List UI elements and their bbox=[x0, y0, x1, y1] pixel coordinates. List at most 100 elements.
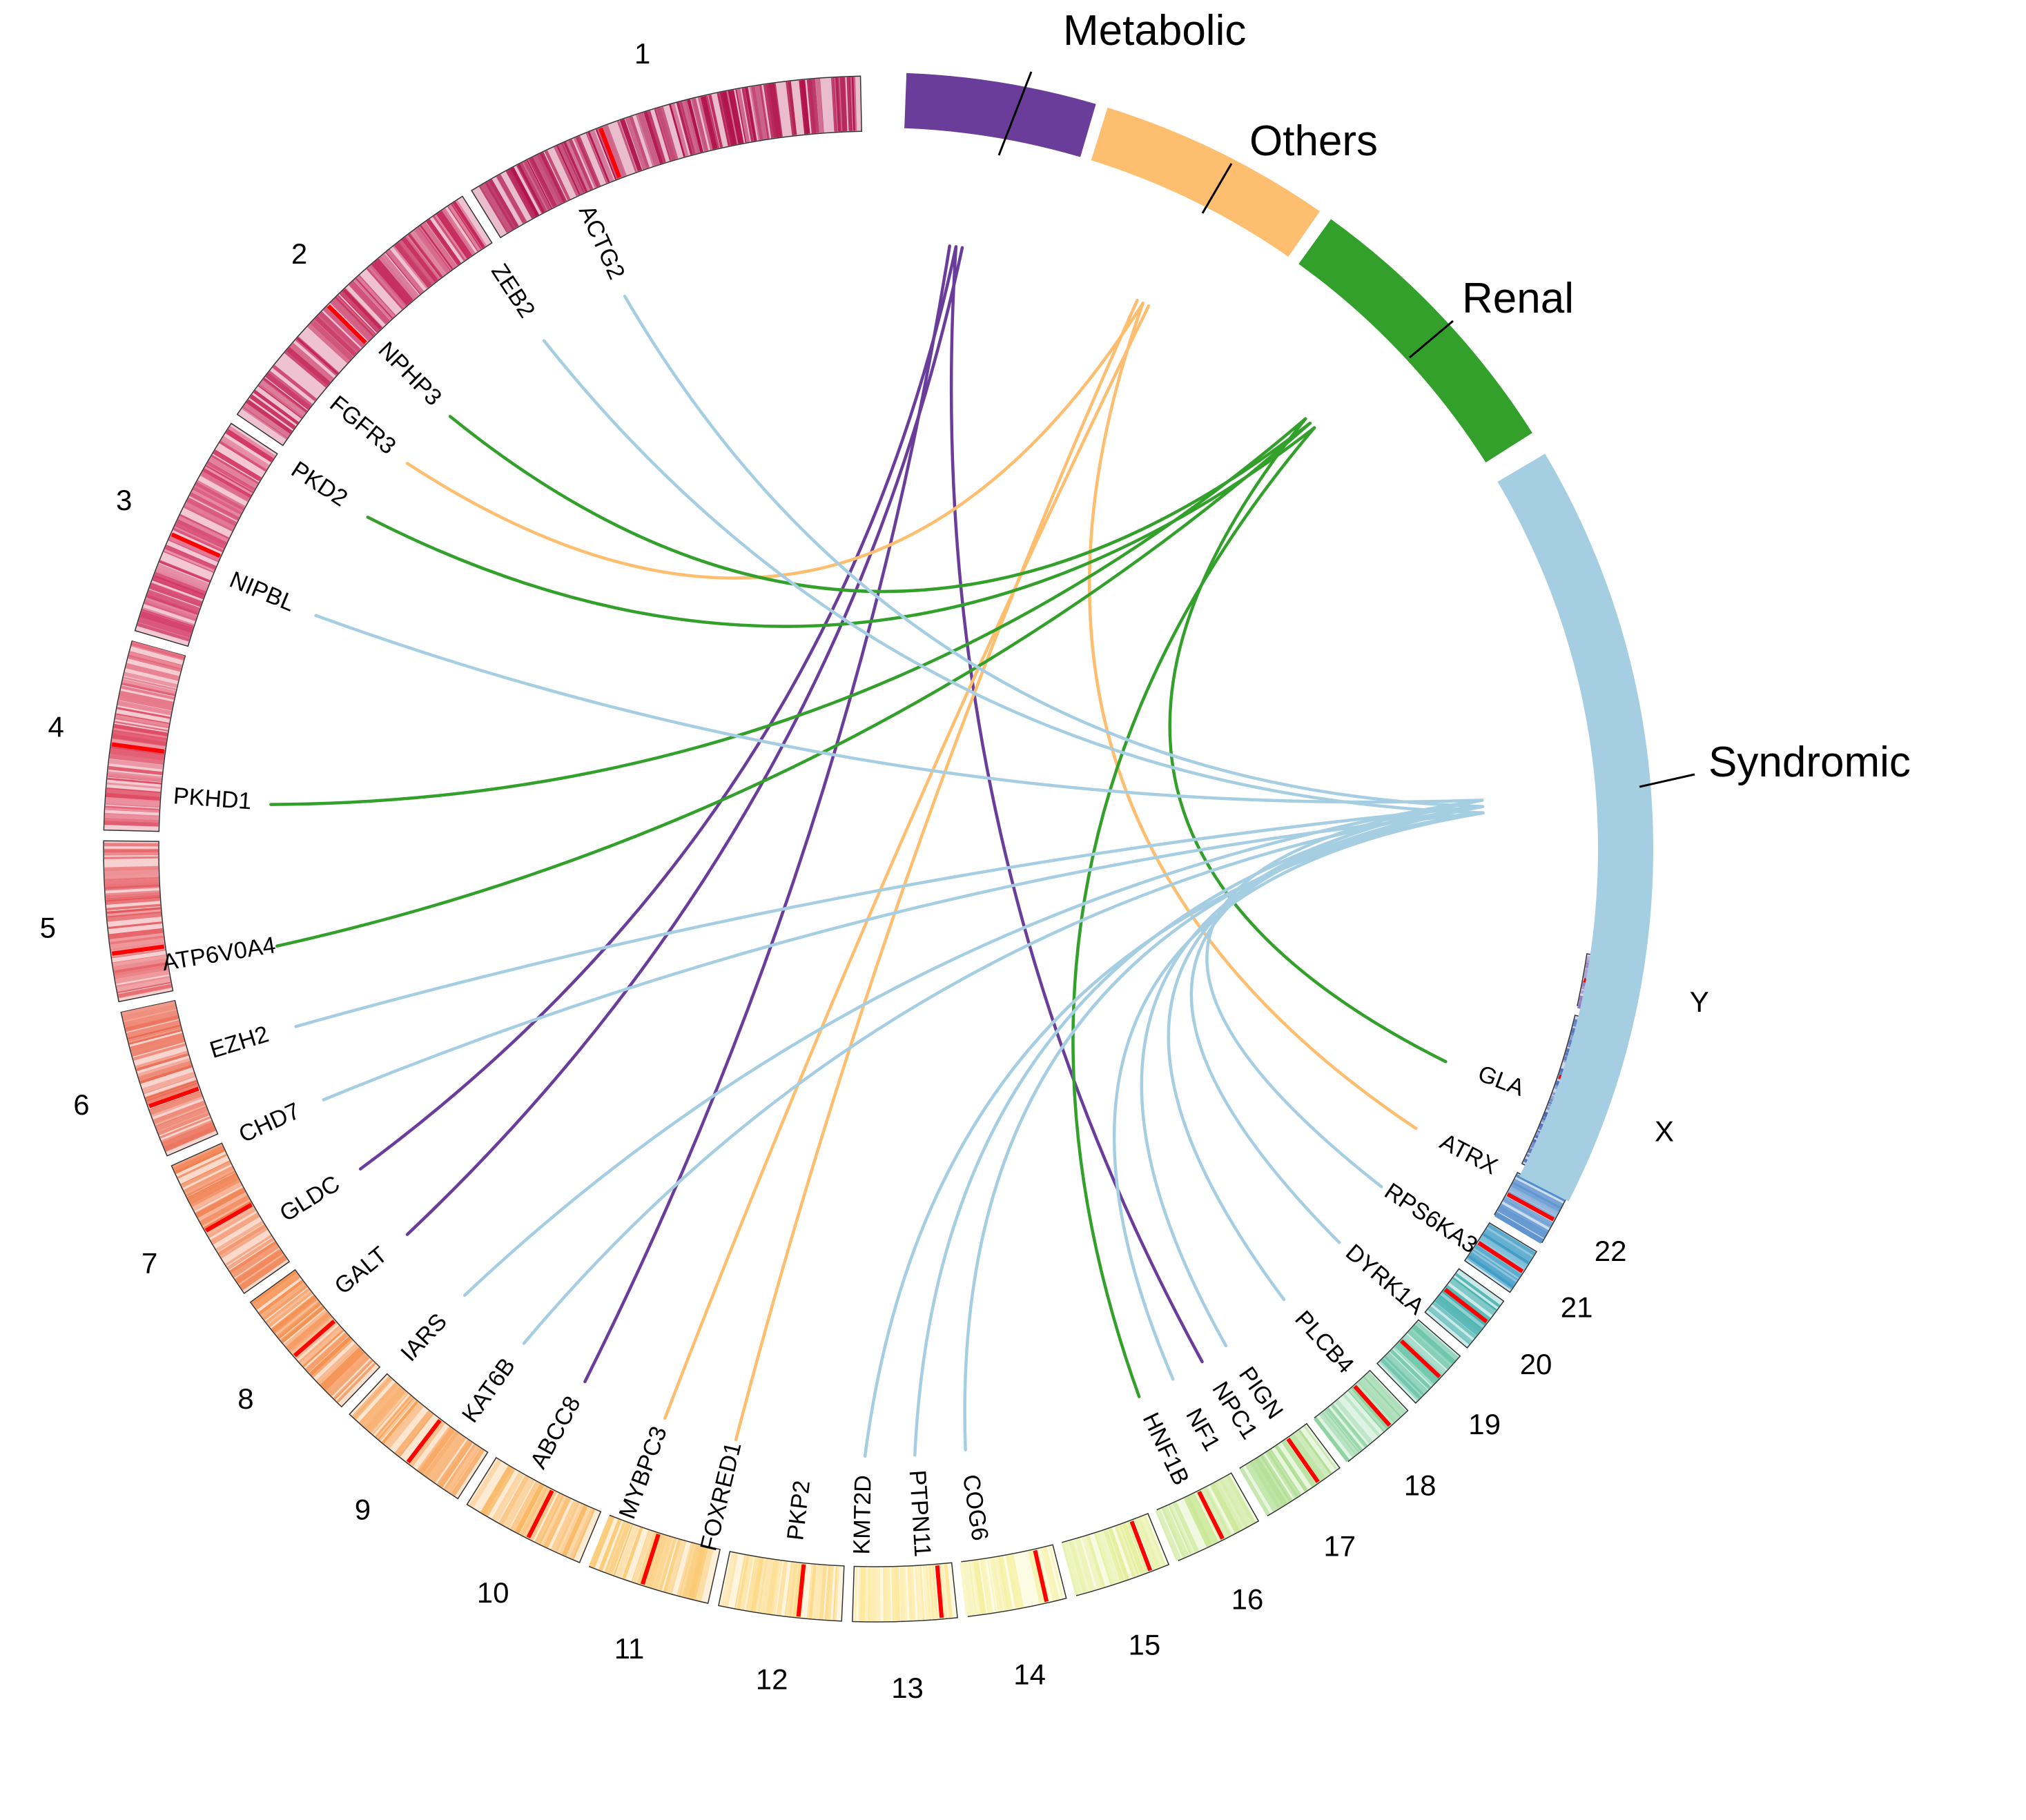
cytoband bbox=[445, 1445, 480, 1493]
cytoband bbox=[585, 133, 608, 184]
cytoband bbox=[839, 77, 848, 132]
cytoband bbox=[618, 1526, 639, 1578]
cytoband bbox=[370, 1391, 409, 1435]
cytoband bbox=[154, 571, 206, 595]
cytoband bbox=[754, 85, 768, 140]
cytoband bbox=[133, 1043, 186, 1061]
cytoband bbox=[1503, 1196, 1553, 1226]
cytoband bbox=[730, 90, 744, 144]
chromosome-15: 15 bbox=[1061, 1512, 1170, 1661]
cytoband bbox=[188, 1176, 239, 1204]
cytoband bbox=[721, 91, 737, 146]
cytoband bbox=[146, 595, 198, 615]
chromosome-1: 1 bbox=[471, 37, 862, 239]
cytoband bbox=[1289, 1434, 1324, 1481]
cytoband bbox=[1142, 1515, 1167, 1567]
cytoband bbox=[1323, 1410, 1358, 1454]
cytoband bbox=[109, 754, 164, 765]
cytoband bbox=[530, 157, 557, 207]
category-leader-line bbox=[1201, 163, 1233, 214]
cytoband bbox=[323, 306, 366, 348]
cytoband bbox=[153, 1100, 206, 1124]
cytoband bbox=[267, 371, 313, 407]
cytoband bbox=[1298, 1429, 1332, 1475]
cytoband bbox=[130, 1037, 184, 1054]
variant-marker bbox=[1400, 1339, 1441, 1378]
cytoband bbox=[260, 1282, 306, 1318]
variant-marker bbox=[1129, 1520, 1153, 1572]
cytoband bbox=[1500, 1203, 1549, 1233]
gene-label-nipbl: NIPBL bbox=[226, 567, 298, 617]
cytoband bbox=[155, 570, 207, 591]
cytoband bbox=[1161, 1507, 1186, 1558]
cytoband bbox=[792, 1563, 802, 1617]
cytoband bbox=[975, 1560, 986, 1614]
cytoband bbox=[206, 462, 255, 491]
cytoband bbox=[115, 717, 169, 729]
cytoband bbox=[688, 1545, 706, 1600]
cytoband bbox=[108, 921, 162, 929]
gene-label-pkp2: PKP2 bbox=[782, 1479, 815, 1542]
cytoband bbox=[746, 1556, 759, 1611]
cytoband bbox=[498, 1475, 529, 1525]
cytoband bbox=[692, 98, 709, 151]
cytoband bbox=[1104, 1529, 1125, 1581]
chromosome-2: 2 bbox=[236, 195, 493, 447]
cytoband bbox=[253, 390, 299, 424]
link-renal-pkd2 bbox=[366, 426, 1316, 628]
cytoband bbox=[986, 1558, 997, 1612]
cytoband bbox=[226, 1237, 275, 1270]
cytoband bbox=[964, 1561, 975, 1616]
cytoband bbox=[489, 179, 519, 228]
gene-label-mybpc3: MYBPC3 bbox=[614, 1423, 672, 1523]
cytoband bbox=[128, 656, 181, 672]
cytoband bbox=[1009, 1554, 1024, 1608]
cytoband bbox=[258, 1280, 304, 1315]
cytoband bbox=[106, 792, 160, 801]
cytoband bbox=[375, 258, 413, 303]
chromosome-19: 19 bbox=[1376, 1319, 1501, 1440]
cytoband bbox=[1211, 1483, 1240, 1533]
cytoband bbox=[140, 610, 193, 632]
link-renal-gla bbox=[1168, 417, 1448, 1064]
cytoband bbox=[857, 1567, 861, 1621]
cytoband bbox=[420, 225, 454, 270]
cytoband bbox=[204, 466, 253, 496]
cytoband bbox=[1356, 1380, 1396, 1425]
cytoband bbox=[891, 1567, 897, 1621]
cytoband bbox=[980, 1559, 993, 1614]
cytoband bbox=[739, 1556, 754, 1610]
cytoband bbox=[448, 204, 480, 251]
gene-label-rps6ka3: RPS6KA3 bbox=[1380, 1178, 1482, 1259]
cytoband bbox=[115, 969, 169, 984]
cytoband bbox=[263, 1285, 308, 1320]
cytoband bbox=[991, 1557, 1004, 1612]
cytoband bbox=[108, 928, 164, 939]
cytoband bbox=[737, 1555, 750, 1609]
cytoband bbox=[213, 449, 262, 482]
cytoband bbox=[341, 291, 380, 331]
cytoband bbox=[772, 1560, 783, 1615]
cytoband bbox=[876, 1567, 879, 1621]
cytoband bbox=[441, 209, 474, 255]
cytoband bbox=[108, 759, 164, 770]
cytoband bbox=[104, 849, 159, 853]
gene-links bbox=[269, 244, 1485, 1458]
cytoband bbox=[1414, 1321, 1459, 1361]
cytoband bbox=[1484, 1229, 1532, 1261]
cytoband bbox=[808, 1564, 817, 1619]
cytoband bbox=[150, 583, 202, 605]
cytoband bbox=[815, 79, 824, 133]
category-leader-line bbox=[997, 71, 1033, 156]
gene-label-zeb2: ZEB2 bbox=[486, 259, 540, 322]
cytoband bbox=[144, 598, 197, 620]
cytoband bbox=[419, 1428, 455, 1474]
cytoband bbox=[107, 772, 162, 782]
gene-label-chd7: CHD7 bbox=[235, 1097, 304, 1148]
cytoband bbox=[1508, 1191, 1557, 1219]
cytoband bbox=[1358, 1379, 1398, 1422]
cytoband bbox=[138, 616, 192, 638]
cytoband bbox=[615, 1525, 638, 1578]
cytoband bbox=[164, 545, 216, 570]
cytoband bbox=[200, 471, 250, 502]
